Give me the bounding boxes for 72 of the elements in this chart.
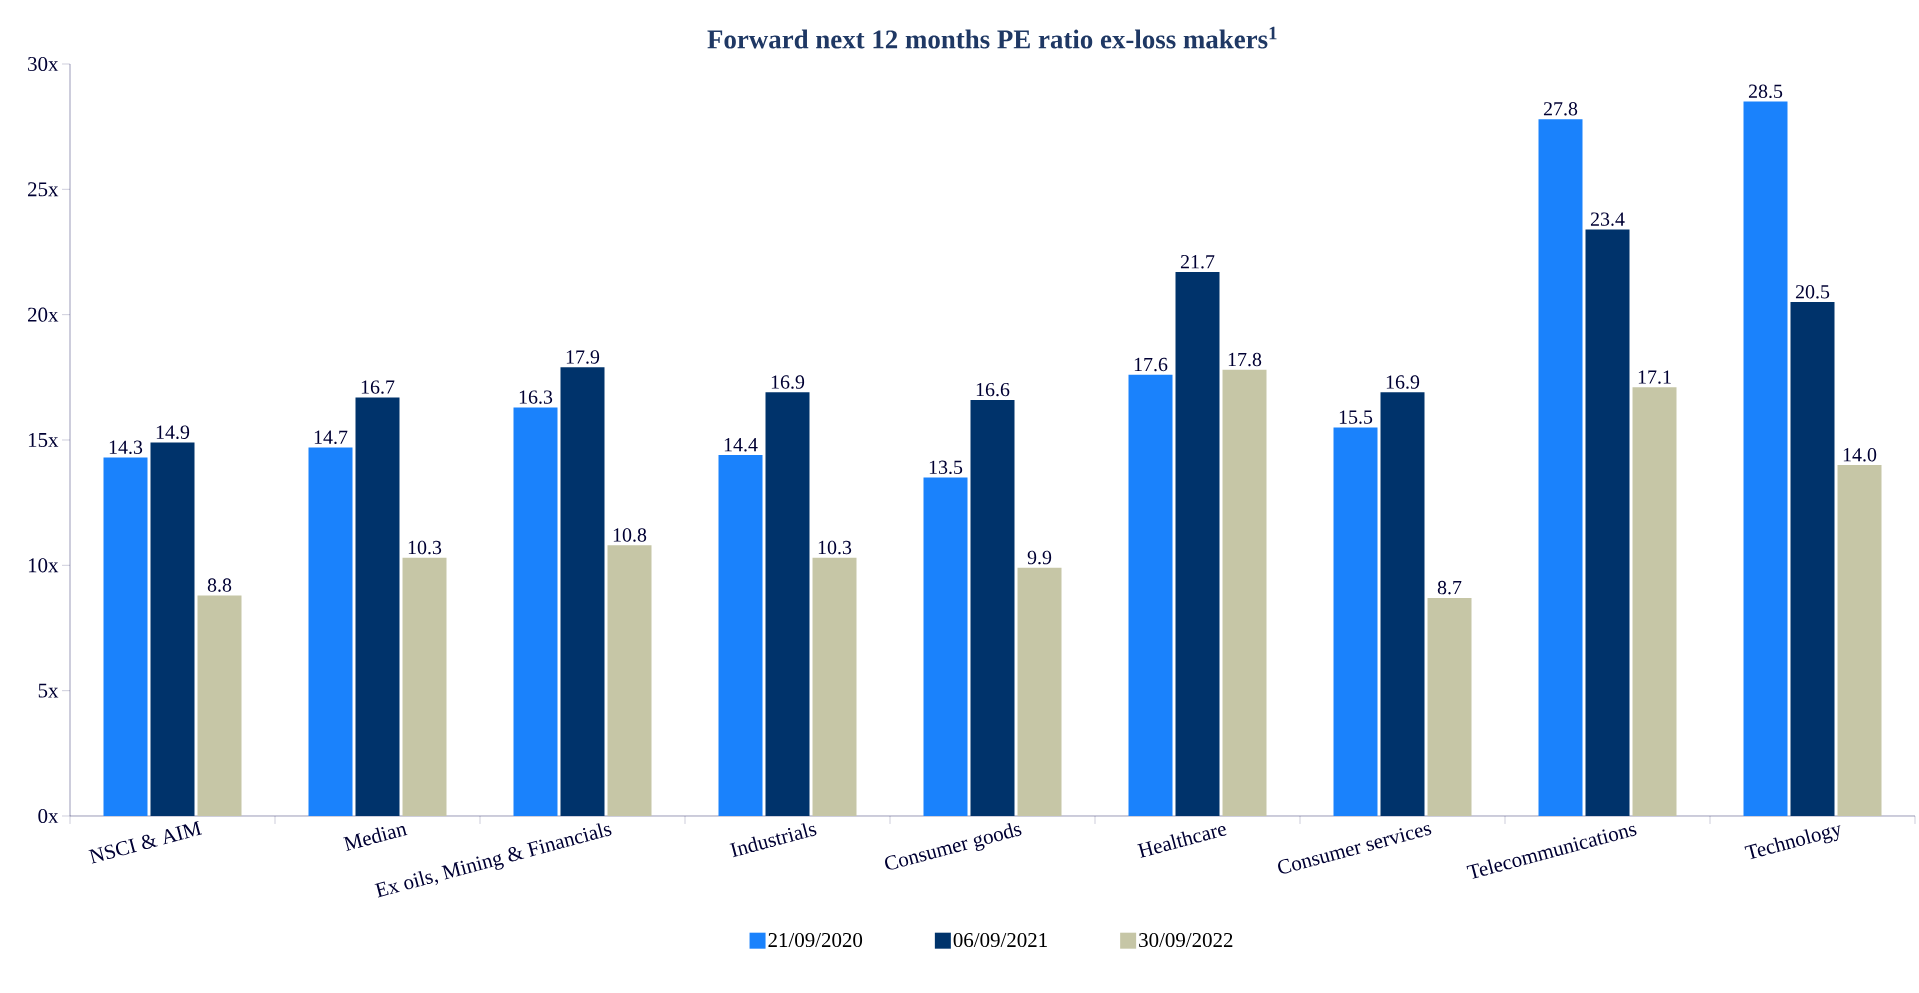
y-tick-label: 10x — [28, 558, 59, 573]
y-tick-label: 25x — [28, 182, 59, 197]
bar — [402, 557, 447, 816]
data-label: 17.9 — [566, 350, 600, 364]
data-label: 28.5 — [1748, 84, 1783, 99]
data-label: 14.3 — [109, 440, 143, 455]
bar — [308, 447, 353, 816]
data-label: 16.7 — [361, 380, 395, 394]
bar — [1427, 597, 1472, 816]
bar — [1017, 567, 1062, 816]
y-tick-label: 20x — [28, 307, 59, 322]
x-tick-label: Industrials — [729, 823, 817, 858]
x-tick-label: NSCI & AIM — [88, 820, 202, 864]
data-label: 10.3 — [818, 540, 852, 555]
bar — [1538, 119, 1583, 816]
data-label: 9.9 — [1027, 550, 1052, 565]
x-tick-label: Median — [343, 825, 408, 851]
data-label: 20.5 — [1795, 285, 1830, 299]
bar — [1743, 101, 1788, 816]
data-label: 14.0 — [1843, 448, 1877, 462]
legend-label: 21/09/2020 — [768, 932, 863, 948]
bar — [150, 442, 195, 816]
data-label: 17.8 — [1228, 352, 1262, 367]
data-label: 16.9 — [1386, 375, 1420, 389]
data-label: 27.8 — [1543, 102, 1578, 116]
data-label: 17.1 — [1638, 370, 1671, 384]
y-tick-label: 0x — [38, 808, 59, 824]
bar — [923, 477, 968, 816]
bar — [1175, 272, 1220, 816]
data-label: 8.8 — [207, 578, 232, 592]
data-label: 23.4 — [1590, 212, 1625, 226]
data-label: 14.9 — [156, 425, 190, 439]
bar — [513, 407, 558, 816]
x-tick-label: Consumer goods — [885, 823, 1022, 870]
bar — [103, 457, 148, 816]
legend-label: 30/09/2022 — [1139, 932, 1233, 948]
data-label: 16.6 — [976, 382, 1010, 397]
y-tick-label: 5x — [38, 683, 59, 698]
bar — [765, 392, 810, 816]
data-label: 13.5 — [929, 460, 963, 475]
y-tick-label: 30x — [28, 56, 59, 72]
x-tick-label: Healthcare — [1137, 826, 1227, 858]
bar — [1790, 302, 1835, 816]
bar — [970, 399, 1015, 816]
y-tick-label: 15x — [28, 432, 59, 447]
data-label: 17.6 — [1134, 357, 1168, 372]
data-label: 10.8 — [613, 528, 647, 542]
bar — [560, 367, 605, 816]
data-label: 14.7 — [314, 430, 348, 444]
bar — [197, 595, 242, 816]
bar — [1837, 465, 1882, 816]
data-label: 21.7 — [1180, 255, 1215, 269]
bar — [607, 545, 652, 816]
data-label: 16.3 — [519, 390, 553, 404]
bar — [812, 557, 857, 816]
data-label: 14.4 — [724, 438, 758, 452]
bar — [355, 397, 400, 816]
bar — [1632, 387, 1677, 816]
bar — [718, 455, 763, 816]
data-label: 15.5 — [1339, 410, 1373, 424]
chart-title: Forward next 12 months PE ratio ex-loss makers$^{1}$ — [707, 26, 1277, 49]
bar — [1222, 369, 1267, 816]
data-label: 10.3 — [408, 540, 442, 555]
bar — [1333, 427, 1378, 816]
data-label: 8.7 — [1437, 580, 1462, 595]
bar — [1585, 229, 1630, 816]
bar — [1380, 392, 1425, 816]
data-label: 16.9 — [771, 375, 805, 389]
x-tick-label: Consumer services — [1278, 825, 1432, 874]
bar — [1128, 374, 1173, 816]
x-tick-label: Technology — [1744, 825, 1841, 860]
legend-label: 06/09/2021 — [953, 932, 1047, 948]
